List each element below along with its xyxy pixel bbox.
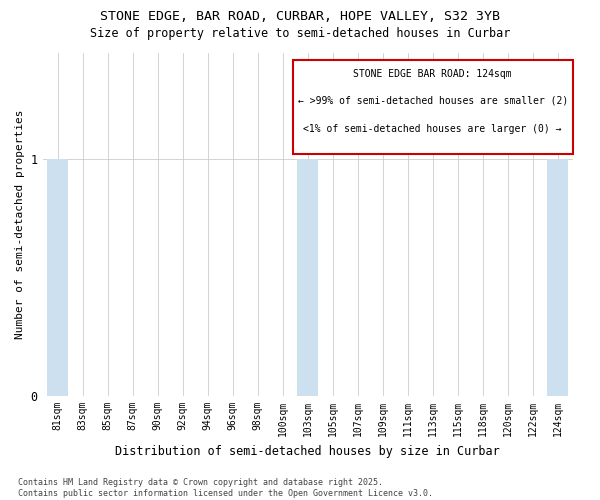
Y-axis label: Number of semi-detached properties: Number of semi-detached properties: [15, 110, 25, 339]
Text: ← >99% of semi-detached houses are smaller (2): ← >99% of semi-detached houses are small…: [298, 95, 568, 105]
X-axis label: Distribution of semi-detached houses by size in Curbar: Distribution of semi-detached houses by …: [115, 444, 500, 458]
Bar: [47, 159, 68, 396]
Bar: [297, 159, 318, 396]
Text: <1% of semi-detached houses are larger (0) →: <1% of semi-detached houses are larger (…: [304, 124, 562, 134]
FancyBboxPatch shape: [293, 60, 573, 154]
Bar: [547, 159, 568, 396]
Text: Contains HM Land Registry data © Crown copyright and database right 2025.
Contai: Contains HM Land Registry data © Crown c…: [18, 478, 433, 498]
Text: Size of property relative to semi-detached houses in Curbar: Size of property relative to semi-detach…: [90, 28, 510, 40]
Text: STONE EDGE, BAR ROAD, CURBAR, HOPE VALLEY, S32 3YB: STONE EDGE, BAR ROAD, CURBAR, HOPE VALLE…: [100, 10, 500, 23]
Text: STONE EDGE BAR ROAD: 124sqm: STONE EDGE BAR ROAD: 124sqm: [353, 69, 512, 79]
